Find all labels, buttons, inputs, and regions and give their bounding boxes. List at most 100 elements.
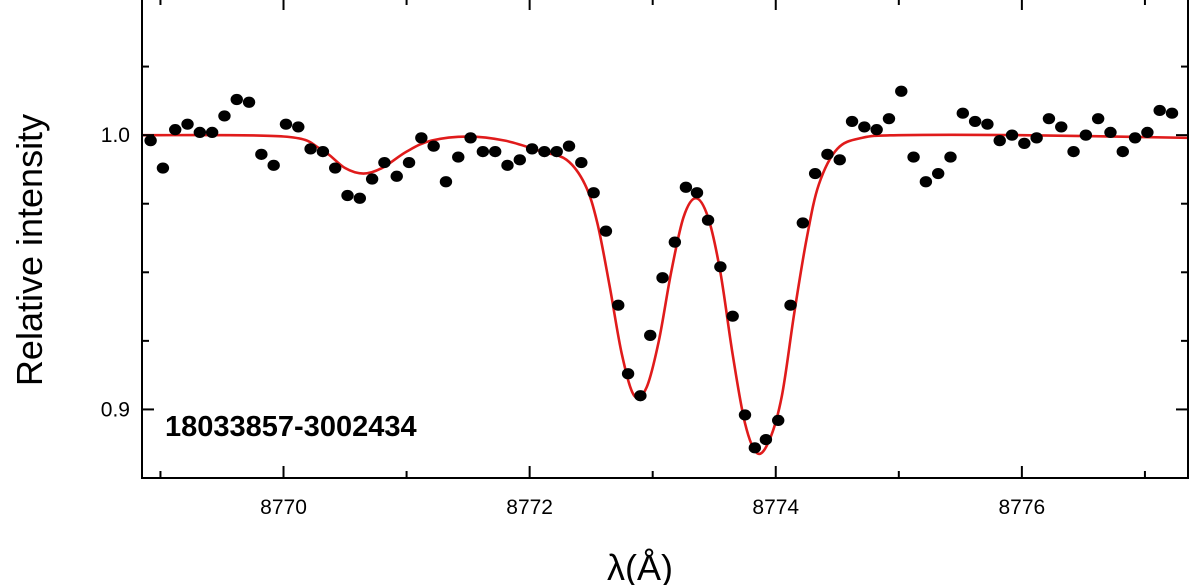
data-point: [476, 146, 490, 158]
data-point: [353, 192, 367, 204]
data-point: [390, 170, 403, 182]
plot-frame: [141, 0, 1189, 479]
x-tick-label: 8774: [752, 496, 799, 519]
data-points-layer: [144, 85, 1179, 454]
data-point: [439, 176, 453, 188]
data-point: [316, 146, 330, 158]
data-point: [538, 146, 551, 158]
data-point: [679, 181, 693, 193]
data-point: [808, 167, 822, 180]
data-point: [1153, 104, 1166, 117]
data-point: [599, 225, 613, 237]
axis-ticks: [142, 0, 1188, 478]
data-point: [1005, 129, 1019, 141]
data-point: [1116, 146, 1129, 158]
data-point: [1055, 121, 1068, 133]
data-point: [726, 310, 739, 322]
data-point: [267, 159, 280, 171]
data-point: [759, 434, 773, 446]
data-point: [748, 442, 762, 454]
data-point: [931, 167, 945, 180]
data-point: [895, 85, 908, 97]
data-point: [427, 140, 440, 152]
data-point: [968, 115, 982, 128]
data-point: [402, 156, 416, 169]
data-point: [1030, 132, 1043, 144]
data-point: [230, 93, 243, 106]
data-point: [218, 110, 231, 122]
data-point: [193, 126, 207, 138]
data-point: [550, 146, 563, 158]
data-point: [279, 118, 293, 130]
data-point: [981, 118, 994, 130]
data-point: [621, 368, 635, 380]
x-axis-title: λ(Å): [607, 547, 673, 585]
x-tick-label: 8770: [260, 496, 307, 519]
data-point: [907, 151, 920, 163]
data-point: [562, 140, 576, 152]
data-point: [993, 135, 1006, 147]
data-point: [845, 115, 859, 128]
data-point: [612, 299, 625, 311]
data-point: [156, 162, 170, 174]
data-point: [205, 126, 219, 138]
y-tick-label: 0.9: [101, 398, 130, 421]
data-point: [304, 143, 317, 155]
data-point: [169, 124, 182, 136]
data-point: [1141, 126, 1154, 138]
data-point: [919, 176, 933, 188]
data-point: [464, 132, 477, 144]
fit-curve-layer: [141, 133, 1189, 456]
data-point: [1091, 113, 1105, 125]
data-point: [329, 162, 342, 174]
data-point: [796, 217, 810, 229]
data-point: [690, 187, 704, 199]
star-id-annotation: 18033857-3002434: [165, 411, 417, 443]
data-point: [668, 236, 682, 248]
data-point: [1067, 146, 1080, 158]
y-axis-title: Relative intensity: [9, 114, 50, 386]
data-point: [772, 414, 785, 426]
tick-labels: 8770 8772 8774 8776 0.9 1.0: [101, 124, 1045, 519]
data-point: [501, 159, 514, 171]
data-point: [882, 113, 896, 125]
data-point: [181, 118, 194, 130]
data-point: [255, 148, 268, 160]
data-point: [956, 107, 970, 119]
fit-curve: [141, 133, 1189, 456]
data-point: [587, 187, 600, 199]
data-point: [644, 329, 657, 341]
data-point: [714, 261, 727, 273]
data-point: [701, 214, 715, 226]
data-point: [656, 272, 669, 284]
data-point: [488, 146, 502, 158]
data-point: [1018, 137, 1031, 149]
data-point: [1042, 113, 1056, 125]
data-point: [415, 132, 428, 144]
data-point: [292, 121, 305, 133]
data-point: [525, 143, 539, 155]
data-point: [1104, 126, 1117, 138]
data-point: [575, 156, 588, 169]
data-point: [784, 299, 797, 311]
data-point: [634, 390, 647, 402]
data-point: [452, 151, 465, 163]
x-tick-label: 8772: [506, 496, 553, 519]
plot-border: [141, 0, 1189, 479]
x-tick-label: 8776: [999, 496, 1046, 519]
data-point: [378, 156, 391, 169]
data-point: [738, 409, 752, 421]
data-point: [341, 189, 354, 202]
data-point: [1128, 132, 1142, 144]
y-tick-label: 1.0: [101, 124, 130, 147]
data-point: [513, 154, 526, 166]
data-point: [821, 148, 834, 160]
data-point: [944, 151, 957, 163]
data-point: [365, 173, 379, 185]
data-point: [833, 154, 846, 166]
data-point: [870, 124, 883, 136]
data-point: [242, 96, 256, 108]
data-point: [858, 121, 871, 133]
data-point: [1165, 107, 1179, 119]
